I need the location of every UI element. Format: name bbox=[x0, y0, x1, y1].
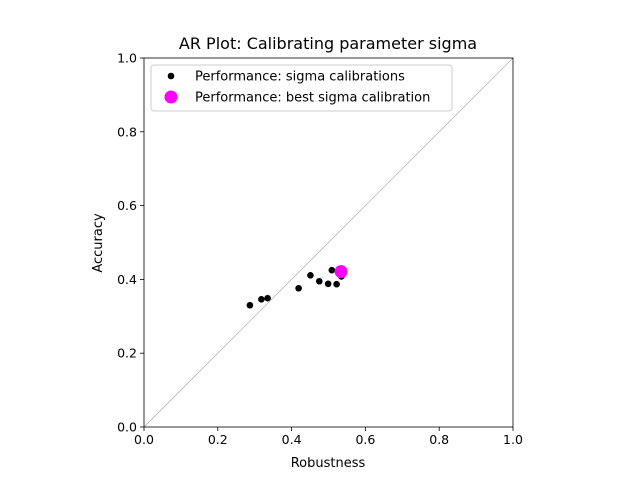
legend-box bbox=[150, 64, 453, 112]
calibration-point-4 bbox=[307, 272, 314, 279]
x-axis-label: Robustness bbox=[291, 456, 366, 471]
axes-frame bbox=[143, 57, 514, 428]
legend-marker-0 bbox=[167, 72, 175, 80]
x-tick-label-3: 0.6 bbox=[355, 432, 375, 447]
calibration-point-3 bbox=[295, 284, 302, 292]
x-tick-label-1: 0.2 bbox=[208, 432, 228, 447]
y-tick-label-2: 0.4 bbox=[117, 272, 137, 287]
chart-title: AR Plot: Calibrating parameter sigma bbox=[179, 34, 477, 53]
legend-marker-1 bbox=[164, 90, 178, 104]
y-axis-label: Accuracy bbox=[91, 213, 106, 273]
calibration-point-7 bbox=[328, 266, 336, 274]
legend-label-0: Performance: sigma calibrations bbox=[195, 70, 405, 85]
y-tick-label-0: 0.0 bbox=[117, 420, 137, 435]
calibration-point-2 bbox=[264, 294, 271, 302]
y-tick-label-5: 1.0 bbox=[117, 51, 137, 66]
x-tick-label-5: 1.0 bbox=[503, 432, 523, 447]
data-marks bbox=[246, 265, 348, 309]
calibration-point-8 bbox=[333, 280, 340, 288]
legend-label-1: Performance: best sigma calibration bbox=[195, 91, 430, 106]
diagonal-reference-line bbox=[143, 57, 514, 428]
x-tick-label-4: 0.8 bbox=[429, 432, 449, 447]
x-tick-label-2: 0.4 bbox=[282, 432, 302, 447]
x-tick-label-0: 0.0 bbox=[134, 432, 154, 447]
calibration-point-1 bbox=[258, 296, 265, 303]
calibration-point-5 bbox=[315, 277, 323, 285]
calibration-point-6 bbox=[324, 280, 332, 288]
legend: Performance: sigma calibrations Performan… bbox=[150, 64, 453, 112]
calibration-point-0 bbox=[246, 301, 254, 309]
best-calibration-point-0 bbox=[334, 265, 348, 279]
y-tick-label-1: 0.2 bbox=[117, 346, 137, 361]
y-tick-label-4: 0.8 bbox=[117, 124, 137, 139]
y-tick-label-3: 0.6 bbox=[117, 198, 137, 213]
axes-area: 0.0 0.2 0.4 0.6 0.8 1.0 0.0 0.2 0.4 0.6 0.8 1.0 bbox=[117, 51, 523, 448]
